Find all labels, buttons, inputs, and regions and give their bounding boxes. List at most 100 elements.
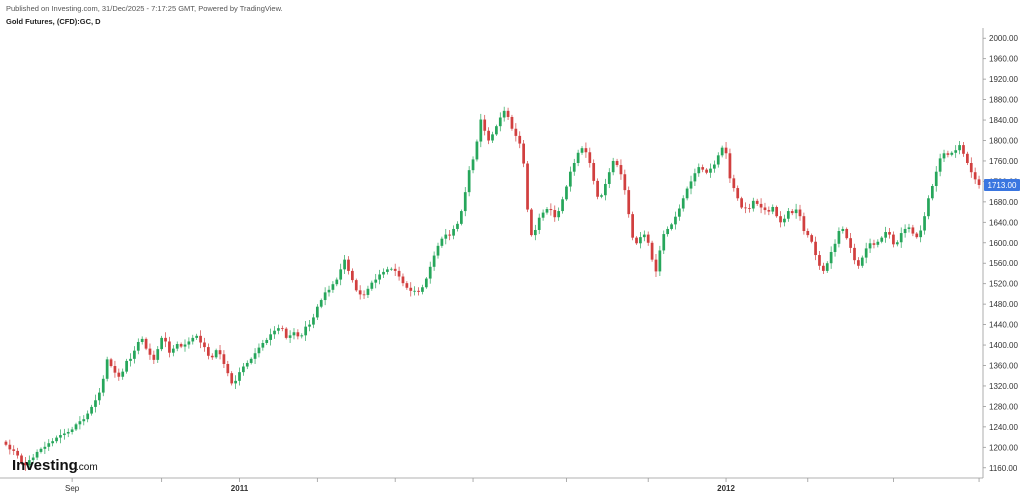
candle — [222, 350, 226, 369]
candle — [619, 159, 623, 180]
candle-body — [860, 257, 864, 266]
candle-body — [20, 455, 23, 463]
candle-body — [709, 168, 712, 173]
candle — [627, 186, 631, 218]
candle — [273, 326, 276, 339]
candle — [522, 139, 526, 168]
candle-body — [354, 280, 358, 291]
candle-body — [895, 242, 899, 245]
candle — [393, 263, 397, 277]
candle — [958, 141, 961, 155]
candle — [187, 337, 191, 349]
candle-body — [66, 431, 70, 434]
price-axis: 1160.00 1200.00 1240.00 1280.00 1320.00 1360.… — [983, 34, 1018, 473]
candle — [378, 269, 381, 285]
candle-body — [674, 216, 677, 225]
candle-body — [463, 192, 467, 212]
candle — [12, 445, 16, 455]
candle — [105, 356, 109, 382]
candle-body — [911, 227, 915, 234]
candle — [436, 242, 440, 259]
candle-body — [136, 341, 140, 351]
candle — [171, 345, 175, 357]
candle-body — [242, 366, 245, 373]
time-axis: Sep 2011 2012 — [65, 478, 980, 493]
price-axis-label: 1840.00 — [989, 116, 1018, 125]
price-axis-label: 1520.00 — [989, 280, 1018, 289]
candle-body — [495, 126, 498, 135]
candle — [977, 175, 981, 189]
candle — [962, 142, 965, 157]
candle-body — [530, 209, 533, 236]
candle-body — [662, 234, 666, 251]
candle — [639, 232, 642, 249]
candle-body — [821, 265, 825, 271]
candle — [580, 146, 584, 155]
candle — [923, 212, 926, 235]
candle — [327, 285, 331, 297]
time-axis-label: 2012 — [717, 484, 735, 493]
candle-body — [389, 268, 393, 270]
candle-body — [938, 158, 942, 172]
candle — [343, 255, 346, 274]
candle-body — [868, 243, 872, 249]
candle-body — [160, 337, 164, 350]
candle-body — [347, 259, 350, 271]
candle-body — [62, 433, 66, 436]
candle-body — [214, 350, 218, 358]
candle — [880, 236, 884, 244]
candle-body — [226, 363, 230, 374]
candle — [43, 441, 47, 454]
price-axis-label: 1680.00 — [989, 198, 1018, 207]
candle — [857, 257, 860, 269]
candle-body — [899, 233, 903, 243]
candle-body — [277, 328, 280, 331]
candle-body — [90, 406, 93, 414]
candle-body — [584, 148, 588, 153]
candle — [98, 388, 101, 405]
candle-body — [323, 292, 327, 301]
candle — [125, 358, 128, 374]
candle-body — [133, 350, 136, 359]
candle — [206, 343, 210, 360]
candle-body — [825, 263, 829, 271]
candle — [903, 224, 907, 238]
candle-body — [168, 341, 171, 353]
candle — [24, 457, 27, 471]
candle-body — [421, 287, 424, 292]
candle — [946, 150, 950, 158]
candle-body — [611, 160, 615, 173]
candle-body — [43, 446, 47, 449]
candle-body — [12, 449, 16, 451]
candle — [911, 224, 915, 237]
candle — [681, 195, 685, 212]
candle — [919, 225, 923, 243]
candle — [802, 212, 806, 235]
candle — [319, 298, 323, 309]
candle-body — [210, 355, 214, 358]
candle — [950, 151, 954, 157]
candle — [362, 290, 366, 300]
candle — [495, 124, 498, 136]
candle — [59, 429, 62, 444]
candle-body — [790, 211, 794, 214]
candle — [588, 147, 592, 168]
candle — [386, 266, 389, 275]
candle-body — [514, 128, 518, 136]
candle — [487, 127, 490, 145]
candle-body — [409, 287, 413, 291]
candle-body — [374, 279, 378, 283]
candle — [868, 238, 872, 253]
candle — [864, 242, 868, 264]
candle — [631, 211, 634, 241]
candle-body — [370, 282, 374, 289]
candle-body — [206, 347, 210, 356]
candle-body — [872, 243, 876, 245]
candle-body — [4, 441, 8, 445]
candle-body — [78, 421, 82, 425]
candle-body — [475, 141, 479, 160]
candle — [4, 440, 8, 447]
candle-body — [413, 290, 417, 292]
candle — [783, 214, 786, 227]
candle — [510, 114, 514, 131]
